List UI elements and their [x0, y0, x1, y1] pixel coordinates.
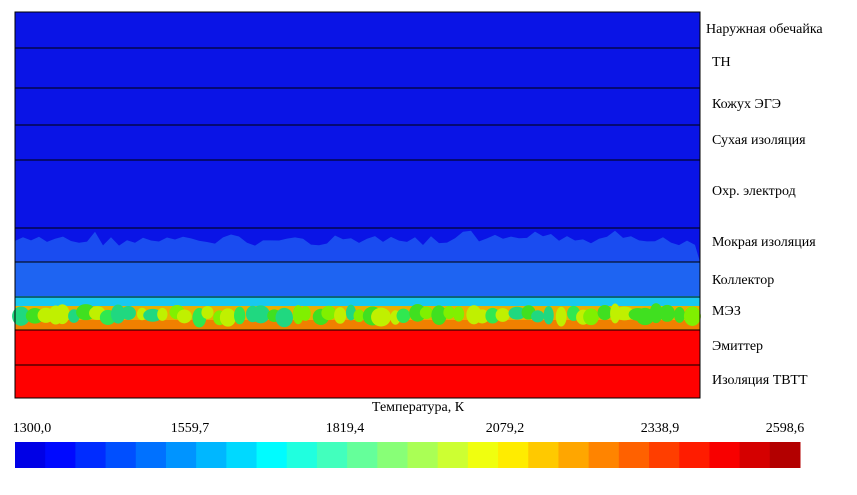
- gap-cyan: [15, 296, 700, 306]
- colorbar-swatch: [498, 442, 529, 468]
- blob: [176, 309, 192, 324]
- colorbar-tick-label: 1559,7: [171, 421, 210, 436]
- colorbar-swatch: [437, 442, 469, 468]
- layer-label: Изоляция ТВТТ: [712, 373, 808, 388]
- colorbar-tick-label: 2598,6: [766, 421, 805, 436]
- blob: [614, 306, 635, 321]
- colorbar-swatch: [618, 442, 650, 468]
- colorbar-swatch: [709, 442, 741, 468]
- colorbar: 1300,0 1559,7 1819,4 2079,2 2338,9 2598,6: [13, 421, 805, 468]
- colorbar-swatch: [769, 442, 801, 468]
- wet-insulation: [15, 230, 700, 262]
- colorbar-tick-label: 2079,2: [486, 421, 525, 436]
- colorbar-swatch: [347, 442, 378, 468]
- layer-label: Охр. электрод: [712, 184, 796, 199]
- blob: [233, 306, 246, 325]
- colorbar-swatch: [286, 442, 318, 468]
- blob: [345, 304, 356, 321]
- colorbar-swatch: [165, 442, 197, 468]
- blob: [474, 309, 490, 324]
- blob: [396, 308, 411, 323]
- blob: [431, 305, 447, 325]
- blob: [121, 305, 136, 320]
- blob: [143, 308, 163, 322]
- layer-borders: [15, 47, 700, 366]
- layer-labels: Наружная обечайка ТН Кожух ЭГЭ Сухая изоляц…: [706, 22, 823, 388]
- colorbar-swatch: [679, 442, 710, 468]
- layer-label: ТН: [712, 55, 731, 70]
- blob: [353, 309, 365, 323]
- blob: [649, 303, 663, 324]
- colorbar-swatch: [256, 442, 288, 468]
- colorbar-swatch: [558, 442, 590, 468]
- blob: [54, 304, 70, 325]
- blob: [371, 307, 391, 327]
- blob: [683, 306, 701, 327]
- blob: [219, 308, 237, 327]
- colorbar-swatch: [15, 442, 46, 468]
- emitter: [15, 330, 700, 398]
- colorbar-tick-label: 1819,4: [326, 421, 365, 436]
- layer-label: Коллектор: [712, 273, 774, 288]
- blob: [453, 306, 465, 322]
- colorbar-swatch: [105, 442, 137, 468]
- blob: [12, 306, 30, 326]
- blob: [674, 306, 685, 323]
- blob: [659, 304, 675, 322]
- colorbar-tick-label: 2338,9: [641, 421, 680, 436]
- layer-label: МЭЗ: [712, 304, 741, 319]
- blob: [485, 307, 500, 324]
- blob: [597, 305, 613, 321]
- colorbar-tick-label: 1300,0: [13, 421, 52, 436]
- blob: [543, 306, 554, 325]
- blob: [251, 305, 270, 324]
- colorbar-swatch: [45, 442, 76, 468]
- layer-label: Мокрая изоляция: [712, 235, 816, 250]
- blob: [531, 310, 545, 323]
- layer-label: Эмиттер: [712, 339, 763, 354]
- colorbar-swatch: [649, 442, 680, 468]
- layer-label: Наружная обечайка: [706, 22, 823, 37]
- colorbar-swatch: [528, 442, 559, 468]
- blob: [443, 305, 455, 320]
- cold-region: [15, 12, 700, 262]
- colorbar-swatch: [588, 442, 620, 468]
- gap-orange: [15, 320, 700, 330]
- blob: [275, 307, 294, 328]
- blob: [508, 306, 526, 320]
- colorbar-swatch: [739, 442, 771, 468]
- colorbar-swatch: [467, 442, 499, 468]
- colorbar-title: Температура, К: [372, 400, 465, 415]
- blob: [583, 308, 599, 326]
- colorbar-swatch: [226, 442, 258, 468]
- colorbar-swatch: [407, 442, 439, 468]
- layer-label: Кожух ЭГЭ: [712, 97, 781, 112]
- collector: [15, 262, 700, 298]
- temperature-field: [12, 11, 701, 399]
- blob: [300, 306, 311, 321]
- colorbar-swatch: [75, 442, 107, 468]
- blob: [419, 306, 434, 319]
- colorbar-swatch: [196, 442, 227, 468]
- colorbar-swatch: [377, 442, 408, 468]
- blob: [201, 305, 214, 320]
- blob: [495, 308, 510, 322]
- colorbar-swatch: [316, 442, 348, 468]
- gap-blobs: [12, 303, 701, 328]
- blob: [321, 305, 337, 321]
- blob: [157, 307, 168, 321]
- layer-label: Сухая изоляция: [712, 133, 806, 148]
- colorbar-swatch: [135, 442, 167, 468]
- blob: [555, 306, 567, 327]
- frame: [14, 11, 701, 399]
- blob: [110, 304, 126, 324]
- blob: [334, 307, 347, 324]
